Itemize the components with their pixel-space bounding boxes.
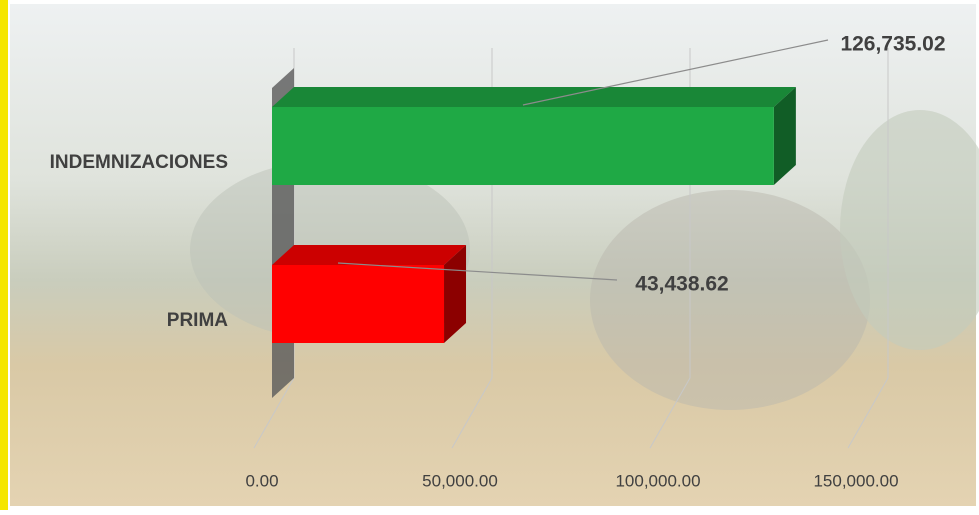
grid-floor-line	[253, 377, 295, 449]
data-label: 43,438.62	[635, 273, 728, 296]
bar	[272, 265, 445, 343]
x-tick-label: 0.00	[245, 471, 278, 490]
bar-top	[272, 245, 467, 265]
grid-floor-line	[451, 377, 493, 449]
grid-floor-line	[649, 377, 691, 449]
x-tick-label: 100,000.00	[615, 471, 700, 490]
data-label: 126,735.02	[840, 33, 945, 56]
plot-area: 0.00 50,000.00 100,000.00 150,000.00 INDEMNI…	[50, 33, 946, 491]
category-label: PRIMA	[167, 310, 229, 331]
bar-side	[773, 87, 796, 185]
tractor-shape	[590, 190, 870, 410]
x-tick-label: 50,000.00	[422, 471, 498, 490]
leader-line	[337, 262, 618, 281]
x-tick-label: 150,000.00	[813, 471, 898, 490]
leader-line	[522, 39, 829, 106]
trees-shape	[840, 110, 979, 350]
bar	[272, 107, 774, 185]
bar-top	[272, 87, 796, 107]
left-edge-strip	[0, 0, 8, 510]
grid-floor-line	[847, 377, 889, 449]
category-label: INDEMNIZACIONES	[50, 152, 228, 173]
